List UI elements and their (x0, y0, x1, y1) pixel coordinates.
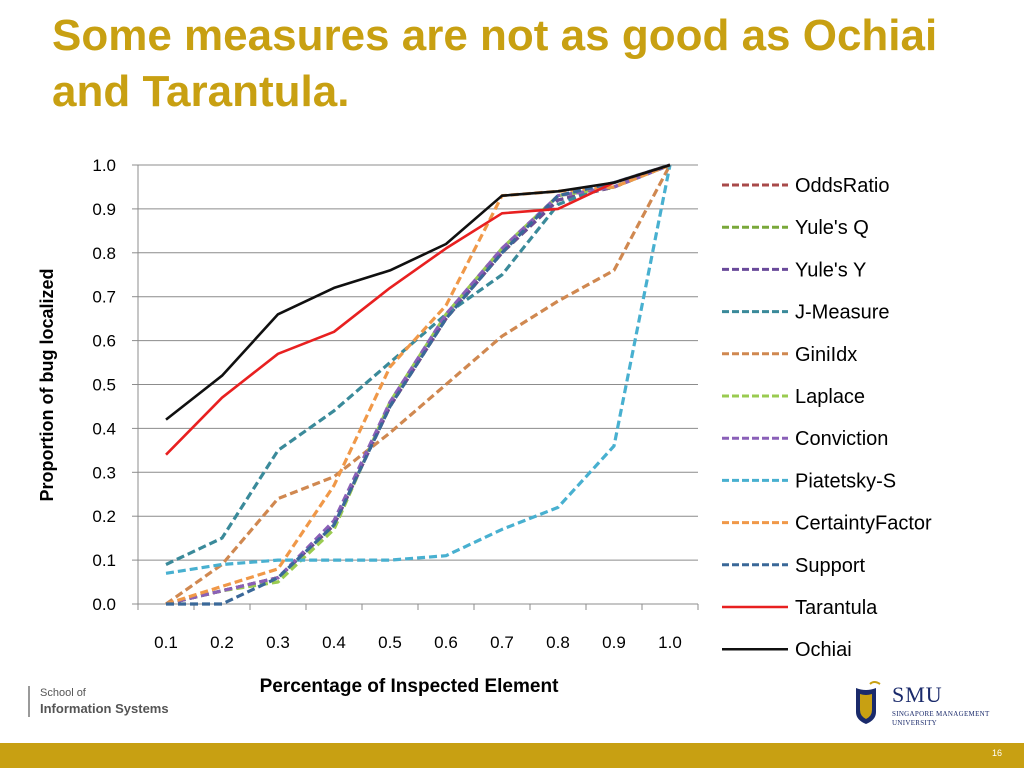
y-tick-labels: 0.0 0.1 0.2 0.3 0.4 0.5 0.6 0.7 0.8 0.9 1.0 (92, 156, 116, 614)
y-tick-label: 0.3 (92, 463, 116, 482)
page-number: 16 (991, 748, 1002, 758)
legend-label: Yule's Y (795, 259, 866, 281)
footer-line-2: Information Systems (40, 701, 169, 716)
footer-line-1: School of (40, 687, 86, 699)
y-tick-label: 0.4 (92, 419, 116, 438)
y-tick-label: 0.5 (92, 376, 116, 395)
y-tick-label: 0.9 (92, 200, 116, 219)
y-tick-label: 0.1 (92, 551, 116, 570)
legend-label: Support (795, 555, 865, 577)
legend-label: Piatetsky-S (795, 470, 896, 492)
series-line-giniidx (165, 164, 672, 606)
legend-label: Laplace (795, 386, 865, 408)
x-tick-label: 0.5 (378, 633, 402, 652)
series-line-conviction (165, 163, 671, 606)
x-tick-label: 0.2 (210, 633, 234, 652)
series-line-laplace (165, 163, 671, 606)
school-footer: School of Information Systems (28, 686, 169, 717)
x-tick-label: 0.3 (266, 633, 290, 652)
x-tick-label: 1.0 (658, 633, 682, 652)
x-axis-label: Percentage of Inspected Element (260, 676, 559, 697)
series-line-piatetsky-s (165, 164, 672, 575)
legend-label: Ochiai (795, 639, 852, 661)
bottom-bar (0, 743, 1024, 768)
y-tick-label: 0.8 (92, 244, 116, 263)
smu-logo-text: SMU (892, 682, 943, 707)
smu-logo (856, 681, 881, 724)
x-tick-label: 0.6 (434, 633, 458, 652)
y-tick-label: 0.7 (92, 288, 116, 307)
legend-label: GiniIdx (795, 344, 857, 366)
legend-label: OddsRatio (795, 175, 890, 197)
x-tick-label: 0.1 (154, 633, 178, 652)
chart-axes (132, 164, 699, 610)
series-line-support (166, 163, 671, 606)
y-tick-label: 0.0 (92, 595, 116, 614)
chart-legend: OddsRatio Yule's Q Yule's Y J-Measure GiniId… (722, 175, 932, 661)
series-lines (165, 163, 672, 606)
y-axis-label: Proportion of bug localized (37, 269, 57, 502)
y-tick-label: 0.2 (92, 507, 116, 526)
smu-logo-subtext: SINGAPORE MANAGEMENT UNIVERSITY (892, 710, 990, 727)
y-tick-label: 1.0 (92, 156, 116, 175)
line-chart: 0.0 0.1 0.2 0.3 0.4 0.5 0.6 0.7 0.8 0.9 1.0 0.1 0.2… (37, 156, 932, 697)
legend-label: Conviction (795, 428, 888, 450)
series-line-j-measure (165, 163, 671, 566)
x-tick-label: 0.4 (322, 633, 346, 652)
x-tick-label: 0.9 (602, 633, 626, 652)
slide-title: Some measures are not as good as Ochiai … (52, 11, 938, 116)
x-tick-label: 0.7 (490, 633, 514, 652)
y-tick-label: 0.6 (92, 332, 116, 351)
legend-label: Tarantula (795, 597, 878, 619)
legend-label: Yule's Q (795, 217, 869, 239)
x-tick-labels: 0.1 0.2 0.3 0.4 0.5 0.6 0.7 0.8 0.9 1.0 (154, 633, 682, 652)
series-line-ochiai (165, 163, 671, 421)
legend-label: CertaintyFactor (795, 513, 932, 535)
x-tick-label: 0.8 (546, 633, 570, 652)
legend-label: J-Measure (795, 302, 889, 324)
series-line-tarantula (165, 163, 671, 456)
gridlines (138, 164, 698, 561)
